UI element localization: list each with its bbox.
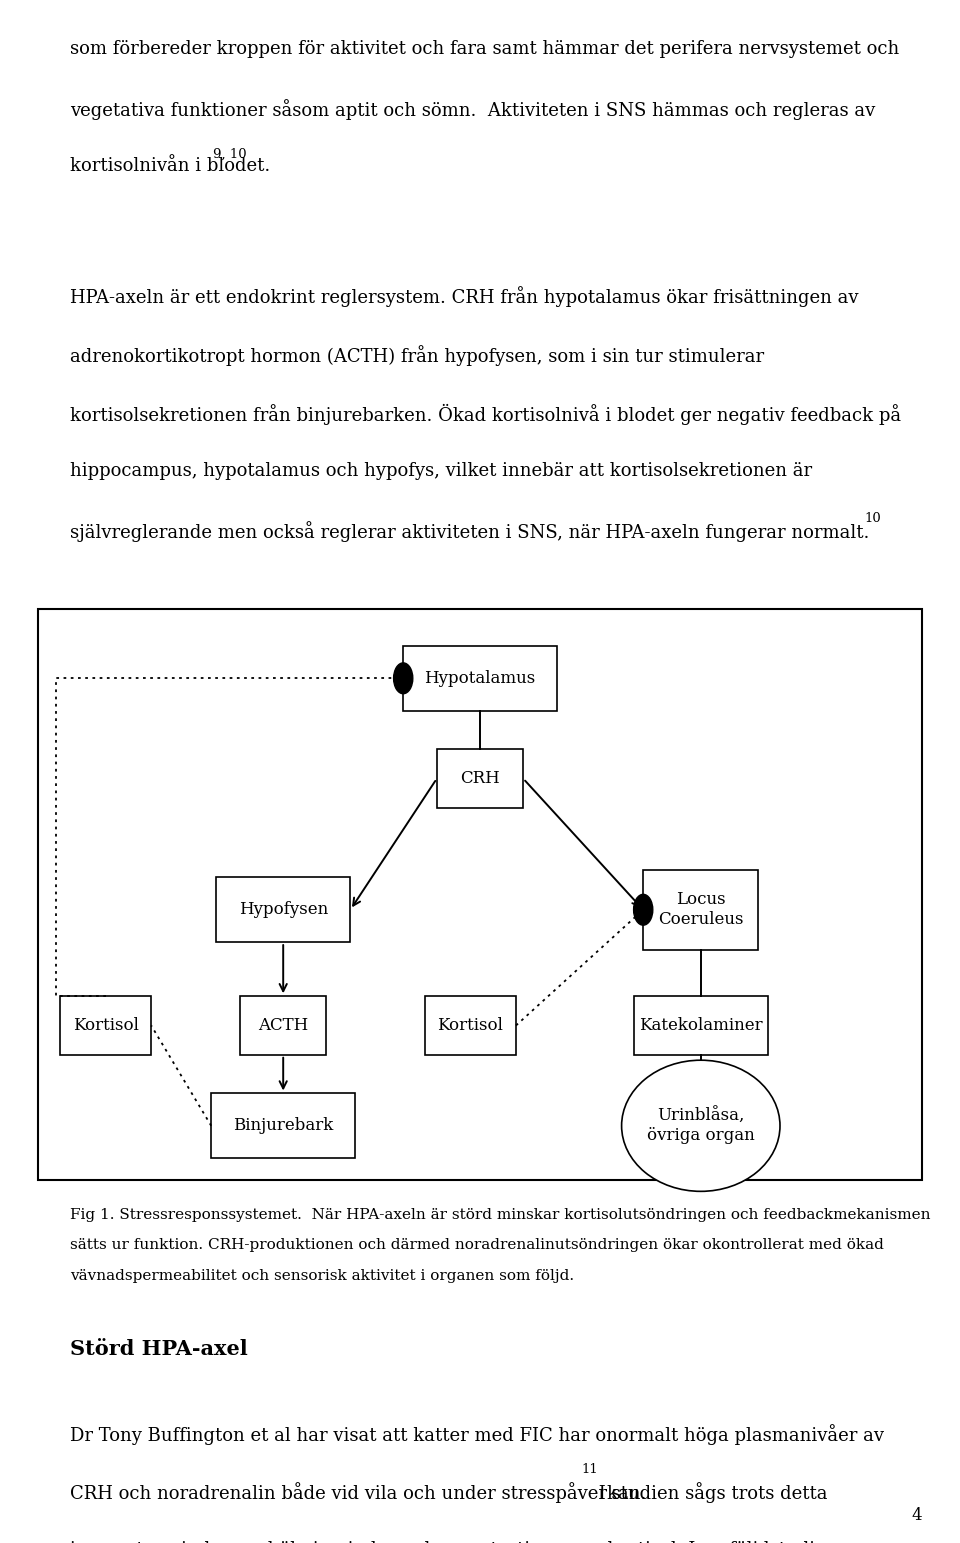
Bar bbox=[437, 750, 523, 809]
Text: 11: 11 bbox=[582, 1463, 598, 1477]
Text: Störd HPA-axel: Störd HPA-axel bbox=[70, 1339, 248, 1359]
Text: Dr Tony Buffington et al har visat att katter med FIC har onormalt höga plasmani: Dr Tony Buffington et al har visat att k… bbox=[70, 1424, 884, 1444]
Bar bbox=[403, 647, 557, 711]
Text: Urinblåsa,
övriga organ: Urinblåsa, övriga organ bbox=[647, 1108, 755, 1143]
Text: 9, 10: 9, 10 bbox=[213, 148, 247, 160]
Text: Kortisol: Kortisol bbox=[438, 1017, 503, 1034]
Text: Locus
Coeruleus: Locus Coeruleus bbox=[658, 892, 744, 927]
Text: 10: 10 bbox=[864, 512, 880, 525]
Text: Binjurebark: Binjurebark bbox=[233, 1117, 333, 1134]
Text: vegetativa funktioner såsom aptit och sömn.  Aktiviteten i SNS hämmas och regler: vegetativa funktioner såsom aptit och sö… bbox=[70, 99, 876, 120]
Text: kortisolnivån i blodet.: kortisolnivån i blodet. bbox=[70, 157, 271, 176]
Text: Hypofysen: Hypofysen bbox=[239, 901, 327, 918]
Text: vävnadspermeabilitet och sensorisk aktivitet i organen som följd.: vävnadspermeabilitet och sensorisk aktiv… bbox=[70, 1270, 574, 1284]
Ellipse shape bbox=[621, 1060, 780, 1191]
Bar bbox=[60, 997, 151, 1055]
Text: ingen stressinducerad ökning i plasmakoncentrationen av kortisol. I en följdstud: ingen stressinducerad ökning i plasmakon… bbox=[70, 1541, 826, 1543]
Bar bbox=[211, 1094, 355, 1159]
Text: ACTH: ACTH bbox=[258, 1017, 308, 1034]
Text: HPA-axeln är ett endokrint reglersystem. CRH från hypotalamus ökar frisättningen: HPA-axeln är ett endokrint reglersystem.… bbox=[70, 287, 858, 307]
Text: Fig 1. Stressresponssystemet.  När HPA-axeln är störd minskar kortisolutsöndring: Fig 1. Stressresponssystemet. När HPA-ax… bbox=[70, 1208, 930, 1222]
Bar bbox=[634, 997, 768, 1055]
Bar bbox=[216, 878, 350, 943]
Bar bbox=[240, 997, 326, 1055]
Text: Katekolaminer: Katekolaminer bbox=[639, 1017, 762, 1034]
Bar bbox=[643, 870, 758, 950]
Text: sätts ur funktion. CRH-produktionen och därmed noradrenalinutsöndringen ökar oko: sätts ur funktion. CRH-produktionen och … bbox=[70, 1239, 884, 1253]
Text: adrenokortikotropt hormon (ACTH) från hypofysen, som i sin tur stimulerar: adrenokortikotropt hormon (ACTH) från hy… bbox=[70, 346, 764, 366]
Text: Kortisol: Kortisol bbox=[73, 1017, 138, 1034]
Text: självreglerande men också reglerar aktiviteten i SNS, när HPA-axeln fungerar nor: självreglerande men också reglerar aktiv… bbox=[70, 522, 870, 542]
Text: Hypotalamus: Hypotalamus bbox=[424, 670, 536, 687]
Text: kortisolsekretionen från binjurebarken. Ökad kortisolnivå i blodet ger negativ f: kortisolsekretionen från binjurebarken. … bbox=[70, 404, 901, 424]
Bar bbox=[424, 997, 516, 1055]
Text: hippocampus, hypotalamus och hypofys, vilket innebär att kortisolsekretionen är: hippocampus, hypotalamus och hypofys, vi… bbox=[70, 463, 812, 480]
Text: CRH: CRH bbox=[460, 770, 500, 787]
Circle shape bbox=[634, 895, 653, 926]
Text: CRH och noradrenalin både vid vila och under stresspåverkan.: CRH och noradrenalin både vid vila och u… bbox=[70, 1483, 646, 1503]
Bar bbox=[38, 609, 922, 1180]
Circle shape bbox=[394, 663, 413, 694]
Text: 4: 4 bbox=[911, 1508, 922, 1524]
Text: som förbereder kroppen för aktivitet och fara samt hämmar det perifera nervsyste: som förbereder kroppen för aktivitet och… bbox=[70, 40, 900, 59]
Text: I studien sågs trots detta: I studien sågs trots detta bbox=[593, 1483, 828, 1503]
